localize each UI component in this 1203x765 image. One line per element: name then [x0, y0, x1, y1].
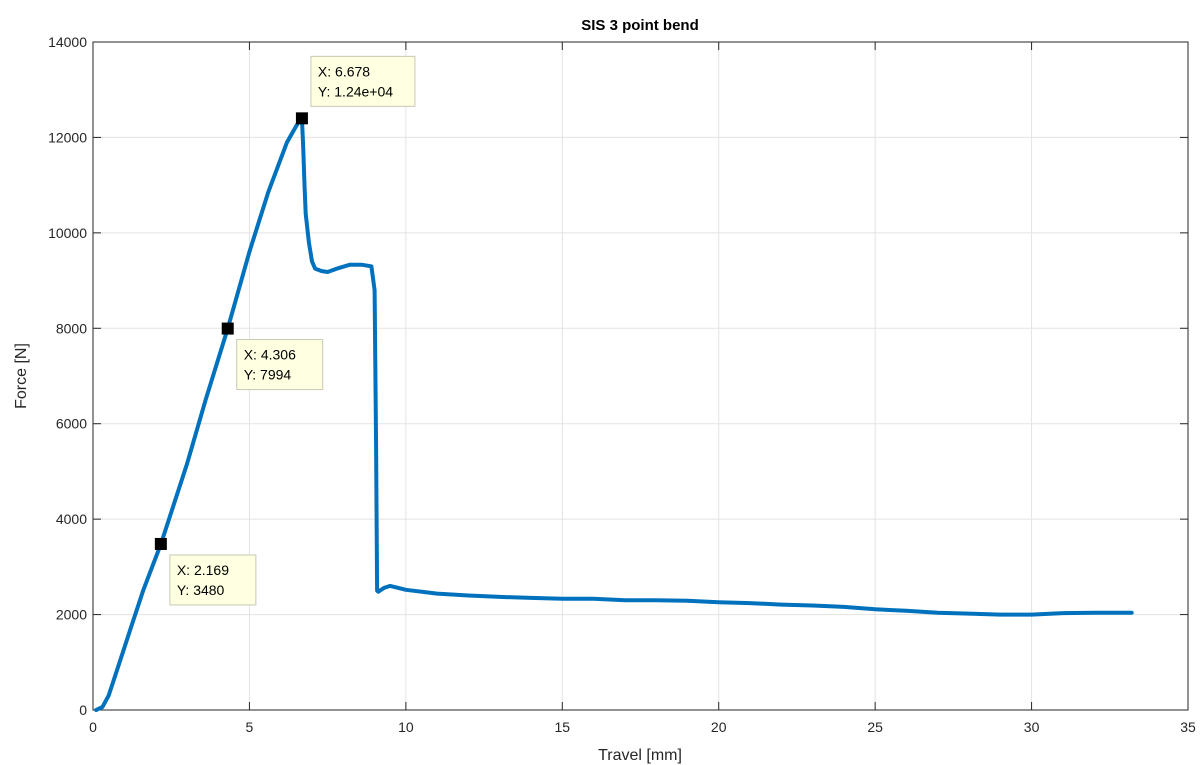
- data-tip-x-label: X: 6.678: [318, 63, 370, 79]
- y-axis-title: Force [N]: [13, 343, 30, 409]
- data-tip-box: [169, 554, 257, 606]
- data-tip-marker[interactable]: [295, 112, 308, 125]
- series-group: [94, 116, 1134, 712]
- data-tip[interactable]: X: 6.678 Y: 1.24e+04: [295, 55, 416, 125]
- y-tick-label: 0: [79, 702, 87, 718]
- data-tip-x-label: X: 4.306: [244, 347, 296, 363]
- x-tick-label: 20: [711, 719, 727, 735]
- data-tip-box: [236, 339, 324, 391]
- data-tip-y-label: Y: 1.24e+04: [318, 83, 393, 99]
- data-tip-marker[interactable]: [154, 537, 167, 550]
- y-tick-label: 12000: [48, 129, 87, 145]
- x-tick-label: 35: [1180, 719, 1196, 735]
- y-tick-label: 14000: [48, 34, 87, 50]
- data-tip[interactable]: X: 2.169 Y: 3480: [154, 537, 257, 606]
- axis-ticks: 0 5 10 15 20 25 30 35 0 2000 4000 6000 8000 10000 1200…: [48, 34, 1196, 735]
- x-tick-label: 0: [89, 719, 97, 735]
- y-tick-label: 6000: [56, 416, 87, 432]
- x-axis-title: Travel [mm]: [598, 747, 682, 764]
- data-tips: X: 6.678 Y: 1.24e+04 X: 4.306 Y: 7994 X: 2.1…: [154, 55, 416, 606]
- x-tick-label: 30: [1024, 719, 1040, 735]
- data-tip-y-label: Y: 7994: [244, 367, 292, 383]
- x-tick-label: 15: [554, 719, 570, 735]
- y-tick-label: 4000: [56, 511, 87, 527]
- x-tick-label: 10: [398, 719, 414, 735]
- data-tip-y-label: Y: 3480: [177, 582, 225, 598]
- data-tip[interactable]: X: 4.306 Y: 7994: [221, 322, 324, 391]
- y-tick-label: 2000: [56, 607, 87, 623]
- x-tick-label: 5: [246, 719, 254, 735]
- chart-title: SIS 3 point bend: [581, 17, 699, 34]
- y-tick-label: 8000: [56, 320, 87, 336]
- data-tip-box: [310, 55, 416, 107]
- series-line: [94, 116, 1134, 712]
- y-tick-label: 10000: [48, 225, 87, 241]
- data-tip-marker[interactable]: [221, 322, 234, 335]
- x-tick-label: 25: [867, 719, 883, 735]
- data-tip-x-label: X: 2.169: [177, 562, 229, 578]
- plot-frame: [92, 41, 1189, 711]
